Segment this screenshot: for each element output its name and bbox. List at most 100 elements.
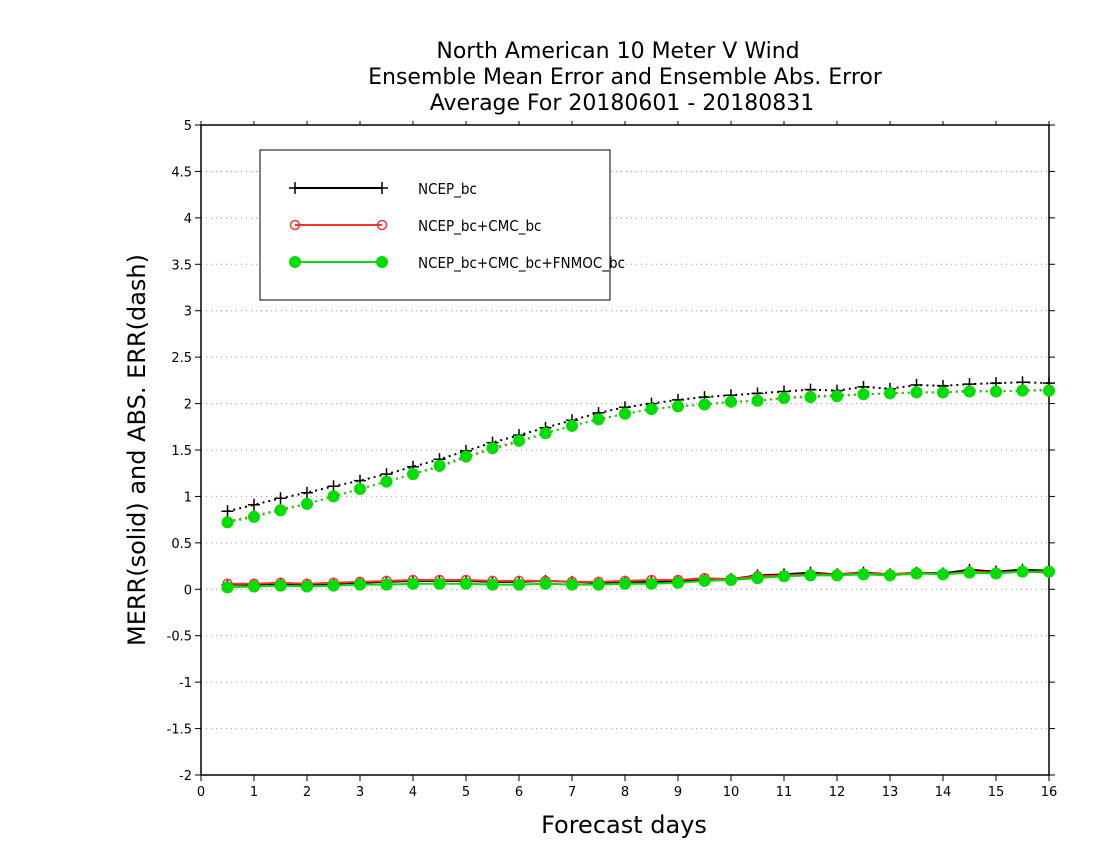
x-tick-label: 5 — [462, 785, 470, 800]
abs-err-point — [645, 403, 658, 416]
abs-err-point — [513, 434, 525, 447]
abs-err-point — [910, 386, 923, 399]
y-tick-label: -0.5 — [167, 630, 192, 645]
x-tick-label: 4 — [409, 785, 417, 800]
abs-err-point — [221, 505, 234, 518]
abs-err-point — [274, 492, 287, 505]
abs-err-point — [460, 450, 472, 463]
x-tick-label: 2 — [303, 785, 311, 800]
abs-err-point — [248, 498, 260, 511]
abs-err-point — [725, 395, 737, 408]
y-tick-label: 0.5 — [171, 537, 192, 552]
merr-point — [937, 568, 949, 581]
x-tick-label: 15 — [988, 785, 1005, 800]
x-tick-label: 12 — [829, 785, 846, 800]
x-tick-label: 7 — [568, 785, 576, 800]
merr-point — [486, 578, 499, 591]
x-tick-label: 11 — [776, 785, 793, 800]
abs-err-point — [831, 390, 843, 403]
abs-err-point — [937, 386, 949, 399]
abs-err-point — [327, 490, 340, 503]
merr-point — [884, 569, 896, 582]
series-2 — [221, 384, 1055, 594]
abs-err-point — [672, 400, 684, 413]
y-tick-labels: -2 -1.5 -1 -0.5 0 0.5 1 1.5 2 2.5 3 3.5 4 4.5 5 — [167, 119, 192, 784]
abs-err-point — [884, 387, 896, 400]
abs-err-point — [804, 391, 817, 404]
abs-err-point — [990, 385, 1002, 398]
abs-err-point — [778, 392, 790, 404]
abs-err-point — [301, 497, 313, 510]
series-layer — [221, 376, 1055, 594]
y-tick-label: 1.5 — [171, 444, 192, 459]
x-tick-label: 6 — [515, 785, 523, 800]
merr-point — [645, 577, 658, 590]
x-tick-label: 8 — [621, 785, 629, 800]
merr-point — [619, 577, 631, 590]
chart-title-line-3: Average For 20180601 - 20180831 — [430, 91, 815, 116]
merr-point — [539, 577, 552, 590]
merr-point — [274, 579, 287, 592]
merr-point — [460, 577, 472, 590]
merr-point — [804, 569, 817, 582]
y-tick-label: 3 — [184, 305, 192, 320]
x-tick-label: 1 — [250, 785, 258, 800]
abs-err-point — [698, 398, 711, 411]
legend-marker — [289, 219, 301, 231]
abs-err-point — [380, 475, 393, 488]
y-axis-label: MERR(solid) and ABS. ERR(dash) — [123, 254, 151, 646]
x-tick-label: 3 — [356, 785, 364, 800]
y-tick-label: -1 — [179, 676, 192, 691]
legend-label-ncep-cmc-fnmoc: NCEP_bc+CMC_bc+FNMOC_bc — [418, 254, 625, 273]
abs-err-point — [274, 504, 287, 517]
abs-err-point — [857, 388, 870, 401]
abs-err-point — [566, 419, 578, 432]
x-tick-label: 9 — [674, 785, 682, 800]
legend-marker — [376, 256, 388, 268]
y-tick-label: 4.5 — [171, 165, 192, 180]
x-tick-label: 14 — [935, 785, 952, 800]
merr-point — [380, 578, 393, 591]
merr-point — [327, 579, 340, 592]
abs-err-point — [407, 468, 419, 481]
merr-point — [566, 578, 578, 591]
abs-err-point — [1016, 384, 1029, 397]
abs-err-point — [619, 407, 631, 420]
x-tick-label: 0 — [197, 785, 205, 800]
merr-point — [592, 578, 605, 591]
merr-point — [831, 569, 843, 582]
abs-err-point — [301, 486, 313, 499]
merr-point — [1016, 565, 1029, 578]
legend-label-ncep-bc: NCEP_bc — [418, 180, 477, 199]
legend-marker — [376, 182, 388, 194]
abs-err-point — [354, 483, 366, 495]
legend-entries — [289, 182, 388, 268]
merr-point — [221, 581, 234, 594]
merr-point — [407, 577, 419, 590]
x-tick-label: 10 — [723, 785, 740, 800]
abs-err-line — [227, 389, 1049, 524]
legend-marker — [289, 256, 301, 268]
abs-err-point — [1043, 384, 1055, 397]
x-tick-label: 16 — [1041, 785, 1058, 800]
merr-point — [751, 572, 764, 585]
y-tick-label: 3.5 — [171, 258, 192, 273]
merr-point — [725, 574, 737, 586]
series-0 — [221, 376, 1055, 591]
merr-point — [672, 576, 684, 589]
y-tick-label: 1 — [184, 490, 192, 505]
x-tick-labels: 0 1 2 3 4 5 6 7 8 9 10 11 12 13 14 15 16 — [197, 785, 1057, 800]
merr-point — [910, 567, 923, 580]
merr-point — [963, 566, 976, 579]
legend: NCEP_bc NCEP_bc+CMC_bc NCEP_bc+CMC_bc+FN… — [259, 149, 625, 301]
axis-ticks — [195, 121, 1055, 781]
abs-err-point — [963, 385, 976, 398]
abs-err-point — [221, 516, 234, 529]
merr-point — [698, 574, 711, 587]
chart-title-line-1: North American 10 Meter V Wind — [436, 39, 799, 64]
merr-point — [778, 570, 790, 583]
abs-err-point — [248, 510, 260, 523]
merr-point — [513, 578, 525, 591]
legend-marker — [289, 182, 301, 194]
merr-point — [301, 580, 313, 593]
